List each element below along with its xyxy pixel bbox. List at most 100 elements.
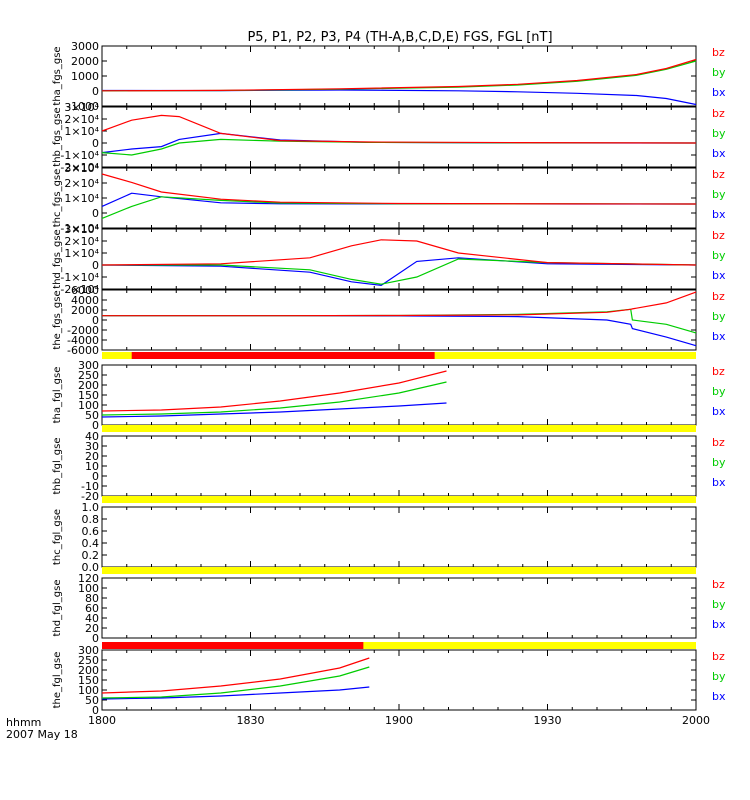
y-tick-label: 150	[78, 389, 99, 402]
legend-bz: bz	[712, 46, 725, 59]
y-tick-label: 20	[85, 450, 99, 463]
legend-by: by	[712, 670, 726, 683]
y-tick-label: 40	[85, 612, 99, 625]
y-tick-label: 0	[92, 137, 99, 150]
y-tick-label: -10	[81, 480, 99, 493]
y-tick-label: 1000	[71, 70, 99, 83]
y-tick-label: 2×10⁴	[64, 177, 99, 190]
legend-bz: bz	[712, 168, 725, 181]
series-line-bz	[101, 239, 697, 266]
panel-frame	[101, 45, 697, 107]
x-tick-label: 2000	[682, 714, 710, 727]
x-tick-label: 1800	[88, 714, 116, 727]
y-axis-label: thb_fgl_gse	[52, 438, 63, 495]
y-tick-label: 0	[92, 207, 99, 220]
y-tick-label: 6000	[71, 284, 99, 297]
legend-bx: bx	[712, 330, 726, 343]
series-line-by	[101, 381, 447, 416]
legend-bx: bx	[712, 208, 726, 221]
y-tick-label: 0.6	[82, 525, 100, 538]
y-tick-label: 2×10⁴	[64, 113, 99, 126]
coverage-bar	[102, 567, 696, 574]
y-tick-label: 3×10⁴	[64, 223, 99, 236]
y-tick-label: 0	[92, 704, 99, 717]
legend-by: by	[712, 188, 726, 201]
coverage-segment	[102, 642, 364, 649]
y-tick-label: -6000	[67, 344, 99, 357]
y-axis-label: thd_fgl_gse	[52, 580, 63, 637]
y-axis-label: tha_fgl_gse	[52, 367, 63, 424]
coverage-bar-group	[102, 352, 696, 649]
y-tick-label: -20	[81, 490, 99, 503]
chart-title: P5, P1, P2, P3, P4 (TH-A,B,C,D,E) FGS, F…	[247, 30, 552, 45]
legend-by: by	[712, 310, 726, 323]
y-tick-label: 200	[78, 379, 99, 392]
y-tick-label: 100	[78, 582, 99, 595]
series-line-by	[102, 258, 697, 285]
y-tick-label: 3×10⁴	[64, 101, 99, 114]
y-tick-label: 2×10⁴	[64, 235, 99, 248]
series-line-bx	[102, 315, 697, 347]
y-tick-label: 0	[92, 259, 99, 272]
y-tick-label: 120	[78, 572, 99, 585]
y-tick-label: 10	[85, 460, 99, 473]
y-tick-label: 250	[78, 369, 99, 382]
y-tick-label: -1×10⁴	[60, 271, 99, 284]
panel-frame	[101, 435, 697, 497]
legend-bx: bx	[712, 405, 726, 418]
y-tick-label: 300	[78, 644, 99, 657]
y-axis-label: tha_fgs_gse	[52, 46, 63, 105]
y-tick-label: 40	[85, 430, 99, 443]
y-tick-label: 60	[85, 602, 99, 615]
coverage-segment	[131, 352, 435, 359]
y-tick-label: -2000	[67, 324, 99, 337]
series-line-bz	[101, 58, 697, 92]
coverage-bar	[102, 425, 696, 432]
legend-bx: bx	[712, 269, 726, 282]
y-tick-label: 50	[85, 409, 99, 422]
x-tick-label: 1830	[237, 714, 265, 727]
y-tick-label: 100	[78, 684, 99, 697]
y-tick-label: -4000	[67, 334, 99, 347]
legend-bz: bz	[712, 578, 725, 591]
legend-bz: bz	[712, 290, 725, 303]
y-tick-label: 50	[85, 694, 99, 707]
series-line-bz	[102, 291, 697, 317]
y-tick-label: 0	[92, 85, 99, 98]
y-axis-label: thc_fgs_gse	[52, 169, 63, 228]
y-tick-label: 2000	[71, 55, 99, 68]
series-line-bz	[101, 114, 697, 144]
y-tick-label: 200	[78, 664, 99, 677]
y-tick-label: 30	[85, 440, 99, 453]
legend-bz: bz	[712, 365, 725, 378]
legend-bz: bz	[712, 229, 725, 242]
y-tick-label: 3000	[71, 40, 99, 53]
y-tick-label: 300	[78, 359, 99, 372]
series-line-bz	[101, 657, 370, 694]
y-axis-label: thc_fgl_gse	[52, 509, 63, 565]
series-line-bx	[101, 402, 447, 418]
date-label: 2007 May 18	[6, 728, 78, 741]
series-line-bx	[101, 686, 370, 700]
panel-frame	[101, 577, 697, 639]
legend-by: by	[712, 456, 726, 469]
y-tick-label: -1×10⁴	[60, 149, 99, 162]
coverage-bar	[102, 496, 696, 503]
legend-by: by	[712, 598, 726, 611]
legend-bx: bx	[712, 618, 726, 631]
y-tick-label: 100	[78, 399, 99, 412]
legend-by: by	[712, 249, 726, 262]
y-axis-label: the_fgs_gse	[52, 290, 63, 349]
y-tick-label: 1×10⁴	[64, 192, 99, 205]
legend-bz: bz	[712, 650, 725, 663]
